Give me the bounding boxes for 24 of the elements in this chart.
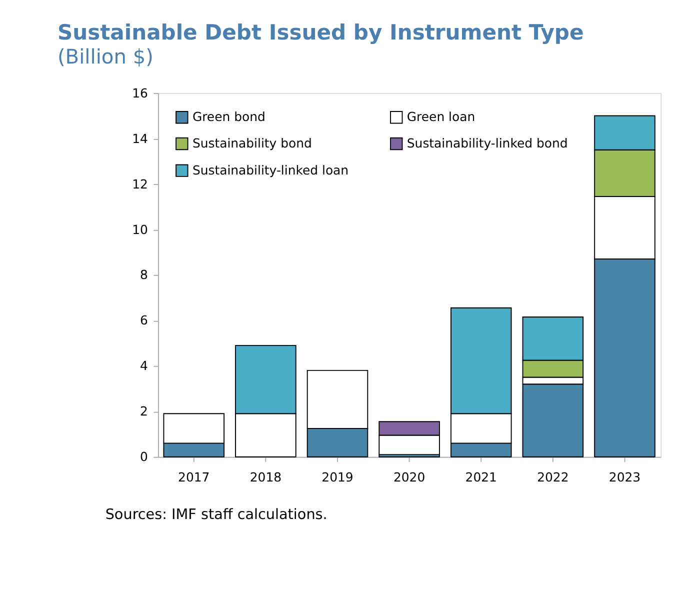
- y-tick-label: 6: [140, 312, 148, 328]
- x-tick-label: 2017: [178, 469, 210, 484]
- y-tick-label: 4: [140, 358, 148, 374]
- chart-subtitle: (Billion $): [57, 44, 154, 68]
- y-tick-label: 14: [132, 130, 148, 146]
- y-tick-label: 10: [132, 222, 148, 237]
- x-tick-label: 2020: [393, 469, 426, 484]
- y-tick-label: 12: [132, 176, 148, 192]
- y-tick-label: 0: [140, 449, 148, 464]
- chart-title: Sustainable Debt Issued by Instrument Type: [57, 19, 584, 44]
- y-tick-label: 2: [140, 404, 148, 419]
- legend-label: Sustainability bond: [192, 136, 312, 151]
- legend-label: Sustainability-linked bond: [406, 136, 568, 151]
- x-tick-label: 2023: [608, 469, 641, 484]
- legend-label: Green bond: [192, 109, 266, 124]
- x-tick-label: 2021: [465, 469, 497, 484]
- legend-label: Sustainability-linked loan: [192, 162, 349, 178]
- x-tick-label: 2019: [322, 469, 354, 484]
- source-note: Sources: IMF staff calculations.: [105, 507, 328, 524]
- y-tick-label: 16: [132, 85, 148, 100]
- legend-label: Green loan: [406, 109, 476, 124]
- x-tick-label: 2022: [537, 469, 569, 484]
- x-tick-label: 2018: [250, 469, 282, 484]
- y-tick-label: 8: [140, 267, 148, 282]
